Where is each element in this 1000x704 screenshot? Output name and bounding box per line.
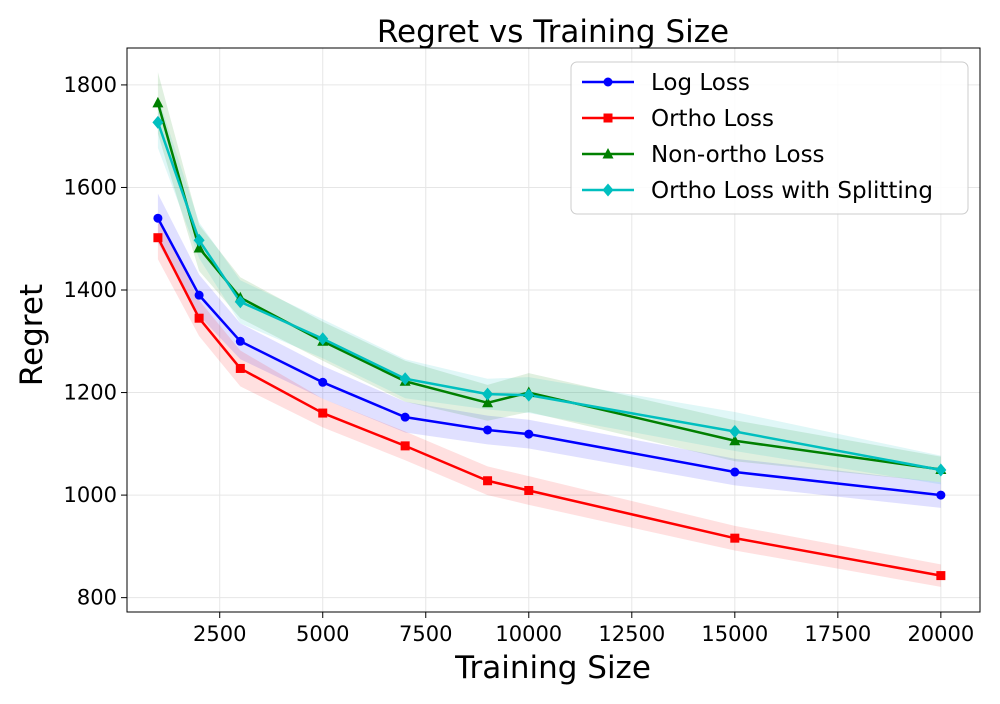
x-tick-label: 20000 [907,622,974,646]
y-axis-label: Regret [14,284,50,386]
x-tick-label: 17500 [804,622,871,646]
legend-marker [603,77,613,87]
data-point [399,372,411,386]
data-point [152,96,164,108]
y-tick-label: 1200 [64,381,117,405]
series-band [157,72,941,483]
x-tick-label: 7500 [399,622,452,646]
y-tick-label: 1400 [64,278,117,302]
data-point [152,115,164,129]
confidence-bands [157,72,941,587]
data-point [153,213,163,223]
data-point [400,412,410,422]
data-point [193,233,205,247]
chart-title: Regret vs Training Size [377,14,729,50]
series-band [157,193,941,508]
x-tick-label: 5000 [296,622,349,646]
x-tick-label: 15000 [701,622,768,646]
y-tick-label: 1000 [64,483,117,507]
data-point [234,295,246,309]
legend-label: Non-ortho Loss [651,142,825,168]
x-tick-label: 12500 [598,622,665,646]
data-point [483,425,493,435]
y-tick-label: 1800 [64,73,117,97]
data-point [193,241,205,253]
data-point [524,485,534,495]
series-markers [152,96,947,581]
plot-frame [126,47,981,613]
data-point [194,290,204,300]
data-point [729,425,741,439]
legend-marker [603,113,613,123]
data-point [400,441,410,451]
data-point [235,336,245,346]
data-point [523,388,535,402]
data-point [482,387,494,401]
data-point [318,408,328,418]
data-point [729,434,741,446]
x-axis-ticks: 2500 5000 7500 10000 12500 15000 17500 20000 [193,612,974,646]
data-point [524,429,534,439]
data-point [317,332,329,346]
legend-label: Log Loss [651,70,750,96]
y-tick-label: 1600 [64,175,117,199]
series-band [157,216,941,587]
data-point [935,463,947,477]
legend: Log Loss Ortho Loss Non-ortho Loss Ortho Lo… [570,61,969,215]
legend-marker [602,183,614,197]
x-tick-label: 10000 [495,622,562,646]
data-point [936,571,946,581]
data-point [730,467,740,477]
y-tick-label: 800 [77,586,117,610]
data-point [318,377,328,387]
legend-marker [602,148,614,159]
legend-label: Ortho Loss with Splitting [651,178,933,204]
legend-label: Ortho Loss [651,106,774,132]
data-point [235,363,245,373]
series-band [157,96,941,485]
legend-box [570,61,969,215]
data-point [482,396,494,408]
x-tick-label: 2500 [193,622,246,646]
data-point [936,490,946,500]
data-point [194,313,204,323]
data-point [153,233,163,243]
data-point [730,533,740,543]
x-axis-label: Training Size [454,650,651,686]
y-axis-ticks: 800 1000 1200 1400 1600 1800 [64,73,127,610]
data-point [483,476,493,486]
